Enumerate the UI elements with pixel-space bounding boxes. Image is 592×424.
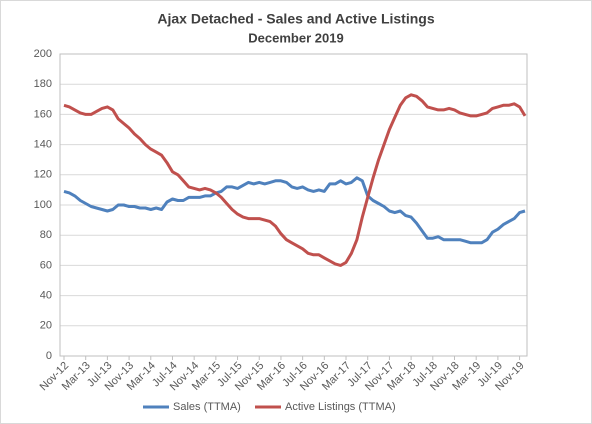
y-tick-label: 140 [34, 139, 52, 151]
chart-subtitle: December 2019 [248, 30, 343, 45]
y-tick-label: 0 [46, 350, 52, 362]
legend-label: Sales (TTMA) [173, 401, 241, 413]
chart-title: Ajax Detached - Sales and Active Listing… [157, 11, 434, 27]
y-tick-label: 200 [34, 48, 52, 60]
series-line [63, 93, 527, 267]
y-tick-label: 160 [34, 108, 52, 120]
y-tick-label: 20 [40, 320, 52, 332]
y-tick-label: 80 [40, 229, 52, 241]
y-tick-label: 40 [40, 290, 52, 302]
series-line [63, 176, 526, 245]
y-tick-label: 100 [34, 199, 52, 211]
legend-label: Active Listings (TTMA) [285, 401, 396, 413]
y-tick-label: 180 [34, 78, 52, 90]
y-tick-label: 120 [34, 169, 52, 181]
plot-border [59, 53, 528, 357]
y-tick-label: 60 [40, 259, 52, 271]
